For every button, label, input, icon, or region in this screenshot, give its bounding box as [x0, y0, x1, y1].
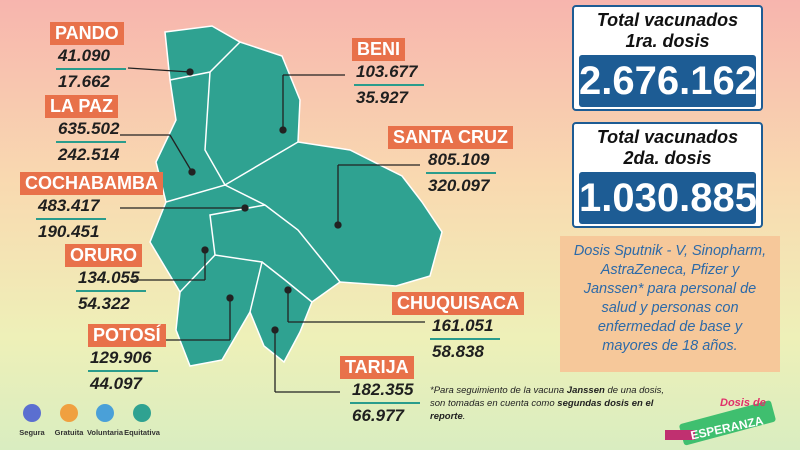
separator	[36, 218, 106, 220]
second-dose: 44.097	[90, 374, 142, 393]
second-dose: 54.322	[78, 294, 130, 313]
second-dose: 66.977	[352, 406, 404, 425]
second-dose: 58.838	[432, 342, 484, 361]
logo: Dosis de ESPERANZA	[665, 397, 776, 446]
first-dose: 129.906	[90, 348, 152, 367]
separator	[76, 290, 146, 292]
separator	[88, 370, 158, 372]
title-line: 2da. dosis	[623, 148, 712, 168]
first-dose: 161.051	[432, 316, 494, 335]
department-name: SANTA CRUZ	[388, 126, 513, 149]
first-dose: 134.055	[78, 268, 140, 287]
second-dose: 242.514	[58, 145, 120, 164]
total-value: 1.030.885	[579, 172, 757, 224]
first-dose: 182.355	[352, 380, 414, 399]
department-name: POTOSÍ	[88, 324, 166, 347]
department-name: ORURO	[65, 244, 142, 267]
department-name: PANDO	[50, 22, 124, 45]
separator	[56, 68, 126, 70]
title-line: 1ra. dosis	[625, 31, 710, 51]
icon-label: Equitativa	[124, 428, 160, 437]
icon-label: Gratuita	[54, 428, 84, 437]
text: .	[462, 411, 466, 422]
separator	[350, 402, 420, 404]
second-dose: 17.662	[58, 72, 110, 91]
department-name: CHUQUISACA	[392, 292, 525, 315]
separator	[354, 84, 424, 86]
first-dose: 483.417	[38, 196, 100, 215]
first-dose: 103.677	[356, 62, 418, 81]
department-name: COCHABAMBA	[20, 172, 163, 195]
logo-line1: Dosis de	[720, 397, 766, 409]
first-dose: 41.090	[58, 46, 110, 65]
separator	[430, 338, 500, 340]
bolivia-map	[149, 25, 443, 367]
second-dose: 190.451	[38, 222, 100, 241]
total-box: Total vacunados 2da. dosis 1.030.885	[572, 122, 763, 228]
text: *Para seguimiento de la vacuna	[430, 385, 567, 396]
title-line: Total vacunados	[596, 127, 739, 147]
total-title: Total vacunados 2da. dosis	[574, 127, 761, 169]
text: Janssen	[566, 385, 605, 396]
total-box: Total vacunados 1ra. dosis 2.676.162	[572, 5, 763, 111]
first-dose: 635.502	[58, 119, 120, 138]
total-value: 2.676.162	[579, 55, 757, 107]
separator	[56, 141, 126, 143]
leaders	[120, 67, 425, 393]
total-title: Total vacunados 1ra. dosis	[574, 10, 761, 52]
icon-label: Voluntaria	[86, 428, 124, 437]
department-name: TARIJA	[340, 356, 414, 379]
icon-label: Segura	[19, 428, 45, 437]
department-name: LA PAZ	[45, 95, 118, 118]
icon-circles	[23, 404, 151, 422]
borders	[165, 41, 341, 313]
note: Dosis Sputnik - V, Sinopharm, AstraZenec…	[560, 236, 780, 372]
first-dose: 805.109	[428, 150, 490, 169]
text: segundas dosis en el reporte	[430, 398, 654, 422]
text: de una dosis, son tomadas en cuenta como	[430, 385, 664, 409]
title-line: Total vacunados	[596, 10, 739, 30]
department-name: BENI	[352, 38, 406, 61]
second-dose: 35.927	[356, 88, 408, 107]
separator	[426, 172, 496, 174]
footnote: *Para seguimiento de la vacuna Janssen d…	[430, 384, 680, 423]
second-dose: 320.097	[428, 176, 490, 195]
